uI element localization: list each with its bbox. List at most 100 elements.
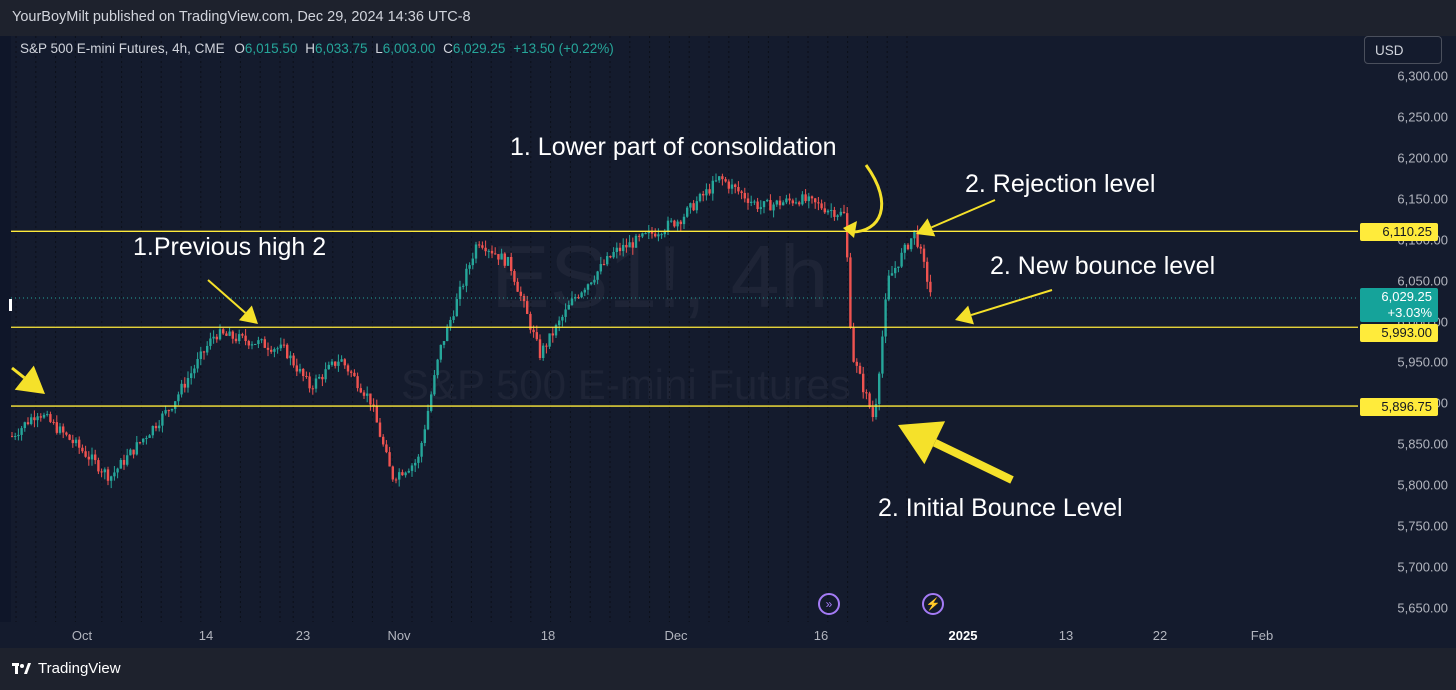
candle-body (449, 319, 452, 327)
candle-body (663, 231, 666, 235)
candle-body (596, 271, 599, 280)
level-tag-lower: 5,896.75 (1360, 398, 1438, 416)
candle-body (503, 253, 506, 266)
candle-body (609, 256, 612, 258)
candle-body (727, 181, 730, 189)
candle-body (305, 376, 308, 378)
candle-body (382, 436, 385, 445)
price-tick: 6,050.00 (1397, 273, 1448, 289)
time-tick: 13 (1058, 628, 1074, 643)
candle-body (705, 189, 708, 196)
candle-body (183, 383, 186, 388)
current-price-value: 6,029.25 (1381, 289, 1432, 304)
time-axis[interactable]: Oct 14 23 Nov 18 Dec 16 2025 13 22 Feb (0, 622, 1456, 648)
candle-body (391, 466, 394, 480)
candle-body (180, 383, 183, 395)
candle-body (350, 371, 353, 373)
level-lines (11, 230, 1358, 407)
footer-bar: TradingView (0, 648, 1456, 690)
candle-body (417, 456, 420, 463)
candle-body (202, 351, 206, 353)
candle-body (142, 438, 145, 443)
time-tick: 22 (1152, 628, 1168, 643)
candle-body (538, 339, 542, 358)
candle-body (260, 339, 263, 341)
candle-body (158, 425, 161, 429)
candle-body (913, 230, 916, 239)
candle-body (558, 320, 561, 326)
candle-body (452, 316, 455, 320)
candle-body (570, 298, 574, 305)
price-tick: 6,200.00 (1397, 150, 1448, 166)
candle-body (759, 207, 762, 209)
candle-body (606, 256, 609, 265)
candle-body (692, 203, 695, 211)
low-value: 6,003.00 (382, 41, 436, 56)
candle-body (615, 247, 618, 252)
candle-body (254, 343, 257, 345)
open-value: 6,015.50 (244, 41, 298, 56)
candle-body (321, 376, 324, 380)
candle-body (762, 201, 766, 208)
price-tick: 5,700.00 (1397, 559, 1448, 575)
candles (11, 173, 932, 489)
published-info: YourBoyMilt published on TradingView.com… (12, 9, 471, 25)
candle-body (590, 282, 593, 285)
candle-body (654, 233, 657, 237)
candle-body (14, 436, 17, 438)
candle-body (33, 417, 36, 421)
candle-body (807, 196, 810, 202)
lightning-event-icon[interactable]: ⚡ (922, 593, 944, 615)
candle-body (410, 465, 414, 471)
candle-body (852, 327, 855, 362)
candle-body (39, 416, 42, 418)
candle-body (113, 472, 116, 477)
candle-body (670, 220, 673, 222)
candle-body (577, 297, 580, 299)
candle-body (81, 447, 84, 452)
candle-body (401, 472, 404, 476)
candle-body (343, 359, 346, 366)
symbol-name: S&P 500 E-mini Futures, 4h, CME (20, 41, 225, 56)
candle-body (154, 425, 158, 429)
candle-body (106, 469, 110, 481)
arrow-head (238, 305, 258, 324)
tradingview-logo[interactable]: TradingView (12, 660, 121, 677)
candle-body (922, 248, 926, 262)
candle-body (810, 196, 814, 199)
candle-body (631, 242, 634, 248)
candle-body (308, 376, 311, 389)
arrow-shaft (207, 279, 247, 314)
candle-body (276, 348, 279, 350)
candle-body (26, 422, 30, 425)
candle-body (839, 211, 842, 216)
candle-body (567, 304, 570, 310)
close-value: 6,029.25 (452, 41, 506, 56)
arrow-shaft (970, 289, 1053, 316)
candle-body (442, 341, 446, 345)
candle-body (369, 393, 372, 405)
low-label: L (375, 41, 383, 56)
candle-body (465, 268, 468, 286)
candle-body (554, 325, 558, 336)
price-tick: 6,300.00 (1397, 68, 1448, 84)
tradingview-logo-icon (12, 662, 31, 674)
candle-body (583, 289, 586, 293)
arrow-head (898, 421, 946, 465)
candle-body (622, 244, 625, 252)
candle-body (257, 340, 260, 344)
candle-body (551, 333, 554, 336)
plot-area[interactable]: ES1!, 4h S&P 500 E-mini Futures (11, 36, 1358, 622)
replay-event-icon[interactable]: » (818, 593, 840, 615)
time-tick: Oct (71, 628, 93, 643)
currency-button[interactable]: USD (1364, 36, 1442, 64)
candle-body (494, 253, 497, 255)
candle-body (318, 376, 321, 379)
candle-body (689, 203, 692, 208)
candle-body (353, 372, 356, 377)
candle-body (446, 326, 449, 342)
candle-body (682, 216, 686, 225)
price-tick: 6,150.00 (1397, 191, 1448, 207)
candle-body (830, 209, 833, 211)
arrow-head (843, 221, 857, 238)
